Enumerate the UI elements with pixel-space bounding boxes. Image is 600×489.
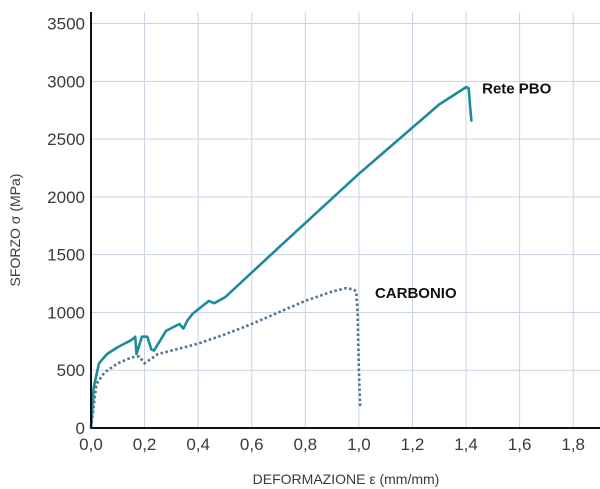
series-label-2: CARBONIO xyxy=(375,285,457,302)
series-line-1 xyxy=(89,85,473,430)
x-tick-label: 1,6 xyxy=(508,435,532,454)
y-tick-label: 3000 xyxy=(47,72,85,91)
axes xyxy=(90,12,600,429)
x-tick-label: 0,0 xyxy=(79,435,103,454)
x-tick-label: 1,2 xyxy=(401,435,425,454)
y-tick-label: 2500 xyxy=(47,130,85,149)
tick-labels: 0,0 0,2 0,4 0,6 0,8 1,0 1,2 1,4 1,6 1,8 0 500 1000 15… xyxy=(47,15,585,454)
x-tick-label: 1,8 xyxy=(561,435,585,454)
series-label-1: Rete PBO xyxy=(482,80,552,97)
grid xyxy=(91,12,600,428)
y-tick-label: 500 xyxy=(57,361,85,380)
y-tick-label: 1000 xyxy=(47,303,85,322)
series-labels: Rete PBO CARBONIO xyxy=(375,80,552,302)
x-tick-label: 0,6 xyxy=(240,435,264,454)
series-layer xyxy=(89,85,473,430)
x-tick-label: 0,4 xyxy=(186,435,210,454)
y-tick-label: 0 xyxy=(76,419,85,438)
y-axis-label: SFORZO σ (MPa) xyxy=(7,174,23,287)
x-tick-label: 0,8 xyxy=(293,435,317,454)
x-tick-label: 1,4 xyxy=(454,435,478,454)
y-tick-label: 2000 xyxy=(47,188,85,207)
x-tick-label: 0,2 xyxy=(133,435,157,454)
x-tick-label: 1,0 xyxy=(347,435,371,454)
y-tick-label: 1500 xyxy=(47,246,85,265)
y-tick-label: 3500 xyxy=(47,15,85,34)
series-line-2 xyxy=(89,286,362,429)
x-axis-label: DEFORMAZIONE ε (mm/mm) xyxy=(253,471,440,487)
